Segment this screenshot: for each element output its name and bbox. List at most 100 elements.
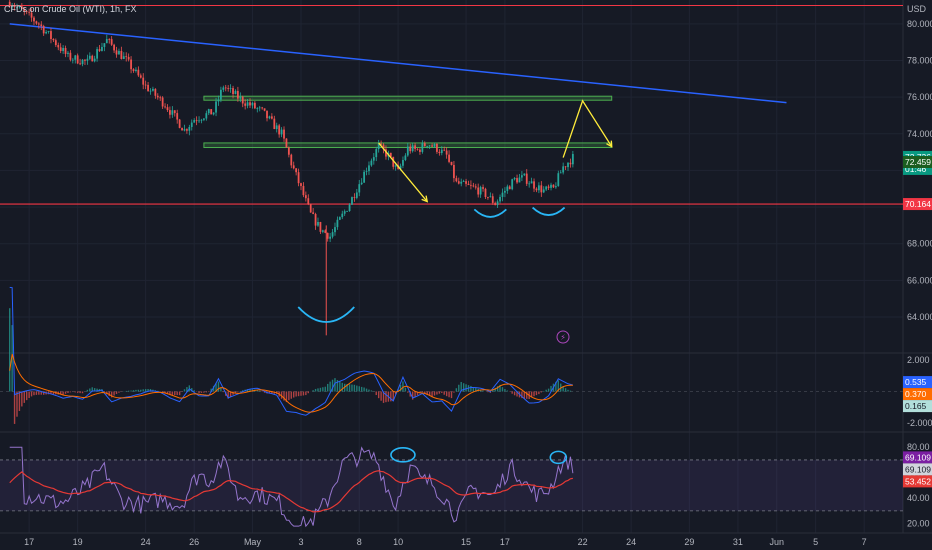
macd-histogram-bar [562, 386, 564, 392]
candle [440, 149, 443, 154]
candle [166, 107, 169, 111]
candle [479, 187, 482, 195]
macd-readout-bg [903, 376, 932, 389]
annotation-bowl-mid[interactable] [473, 208, 507, 218]
candle [317, 222, 319, 226]
candle [261, 107, 264, 109]
macd-histogram-bar [130, 390, 132, 392]
candle [545, 186, 548, 190]
resistance-zone[interactable] [203, 95, 613, 101]
macd-histogram-bar [421, 391, 424, 393]
macd-histogram-bar [268, 391, 271, 394]
macd-pane[interactable] [0, 286, 903, 424]
candle [535, 188, 538, 191]
candle [251, 102, 254, 106]
macd-histogram-bar [530, 391, 533, 398]
macd-histogram-bar [555, 381, 557, 392]
x-tick-label: 7 [862, 537, 867, 547]
x-tick-label: 22 [578, 537, 588, 547]
macd-histogram-bar [470, 385, 472, 392]
candle [195, 120, 198, 121]
macd-histogram-bar [11, 325, 13, 392]
prev-close-badge-bg [903, 156, 932, 169]
candle [348, 204, 351, 211]
macd-histogram-bar [526, 391, 528, 399]
macd-histogram-bar [169, 391, 171, 395]
candle [217, 99, 220, 102]
annotation-bowl-low[interactable] [297, 306, 355, 323]
macd-histogram-bar [16, 391, 18, 417]
rsi-band [0, 459, 903, 511]
macd-histogram-bar [91, 387, 93, 392]
macd-histogram-bar [441, 391, 443, 393]
macd-histogram-bar [436, 391, 438, 395]
candle [414, 145, 416, 149]
macd-histogram-bar [322, 387, 324, 392]
macd-histogram-bar [411, 391, 414, 400]
candle [421, 143, 424, 152]
price-pane[interactable] [0, 0, 903, 336]
macd-histogram-bar [375, 391, 377, 396]
rsi-annotation-circle[interactable] [390, 447, 416, 463]
candle [499, 196, 501, 202]
projection-path[interactable] [562, 99, 613, 158]
macd-histogram-bar [64, 391, 67, 394]
alert-icon[interactable]: ⚡ [556, 330, 570, 344]
candle [569, 162, 572, 165]
candle [307, 198, 310, 205]
candle [37, 23, 40, 25]
macd-histogram-bar [9, 308, 11, 392]
candle [40, 24, 43, 27]
rsi-y-tick: 80.00 [907, 442, 930, 452]
candle [365, 171, 368, 172]
projection-path[interactable] [378, 142, 428, 202]
candle [540, 185, 543, 193]
macd-histogram-bar [191, 388, 193, 392]
candle [494, 202, 497, 206]
candle [273, 118, 276, 130]
macd-readout-bg [903, 400, 932, 413]
annotation-bowl-right[interactable] [531, 206, 566, 216]
candle [263, 108, 266, 111]
macd-histogram-bar [113, 391, 115, 396]
candle [460, 181, 463, 184]
macd-histogram-bar [74, 391, 76, 393]
candle [457, 181, 460, 184]
macd-histogram-bar [205, 391, 208, 393]
trendline[interactable] [9, 23, 787, 104]
macd-histogram-bar [377, 391, 380, 399]
candle [283, 129, 285, 139]
candle [84, 59, 86, 61]
candle [557, 173, 560, 187]
candle [74, 55, 77, 60]
macd-histogram-bar [487, 391, 489, 393]
candle [433, 143, 436, 147]
macd-histogram-bar [460, 381, 462, 392]
macd-histogram-bar [341, 382, 343, 392]
rsi-annotation-circle[interactable] [549, 450, 568, 465]
macd-histogram-bar [314, 388, 317, 392]
candle [518, 177, 521, 183]
candle [173, 110, 176, 114]
macd-histogram-bar [52, 391, 55, 395]
macd-histogram-bar [356, 385, 358, 392]
macd-histogram-bar [186, 387, 188, 392]
candle [62, 47, 65, 52]
macd-histogram-bar [348, 384, 351, 392]
macd-histogram-bar [365, 388, 368, 392]
macd-histogram-bar [339, 381, 341, 392]
rsi-readout-rsi_dup: 69.109 [905, 464, 931, 474]
macd-histogram-bar [334, 378, 336, 392]
macd-histogram-bar [494, 387, 496, 392]
macd-histogram-bar [178, 391, 181, 396]
candle [135, 69, 137, 72]
candle [472, 185, 475, 187]
support-badge-bg [903, 198, 932, 211]
candle [236, 90, 239, 99]
candle [426, 146, 429, 147]
macd-histogram-bar [81, 391, 84, 394]
macd-histogram-bar [271, 391, 273, 394]
x-tick-label: 3 [298, 537, 303, 547]
rsi-pane[interactable] [0, 446, 903, 528]
